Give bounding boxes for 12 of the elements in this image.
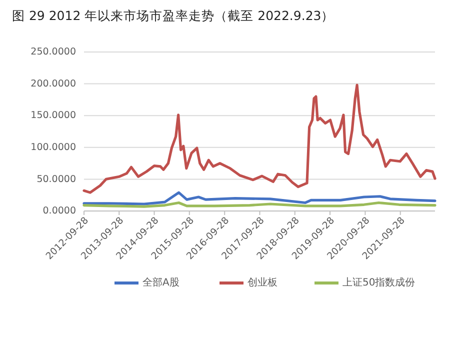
y-tick-label: 150.0000 (30, 110, 76, 122)
y-tick-label: 250.0000 (30, 46, 76, 58)
y-tick-label: 50.0000 (36, 174, 76, 185)
line-series (82, 191, 436, 206)
y-tick-label: 100.0000 (30, 142, 76, 154)
line-series (82, 84, 436, 194)
y-tick-label: 200.0000 (30, 78, 76, 90)
legend-label: 上证50指数成份 (342, 276, 416, 289)
chart-title: 图 29 2012 年以来市场市盈率走势（截至 2022.9.23） (12, 8, 334, 23)
legend-label: 全部A股 (142, 276, 180, 289)
legend-label: 创业板 (248, 276, 278, 289)
y-tick-label: 0.0000 (42, 206, 76, 217)
